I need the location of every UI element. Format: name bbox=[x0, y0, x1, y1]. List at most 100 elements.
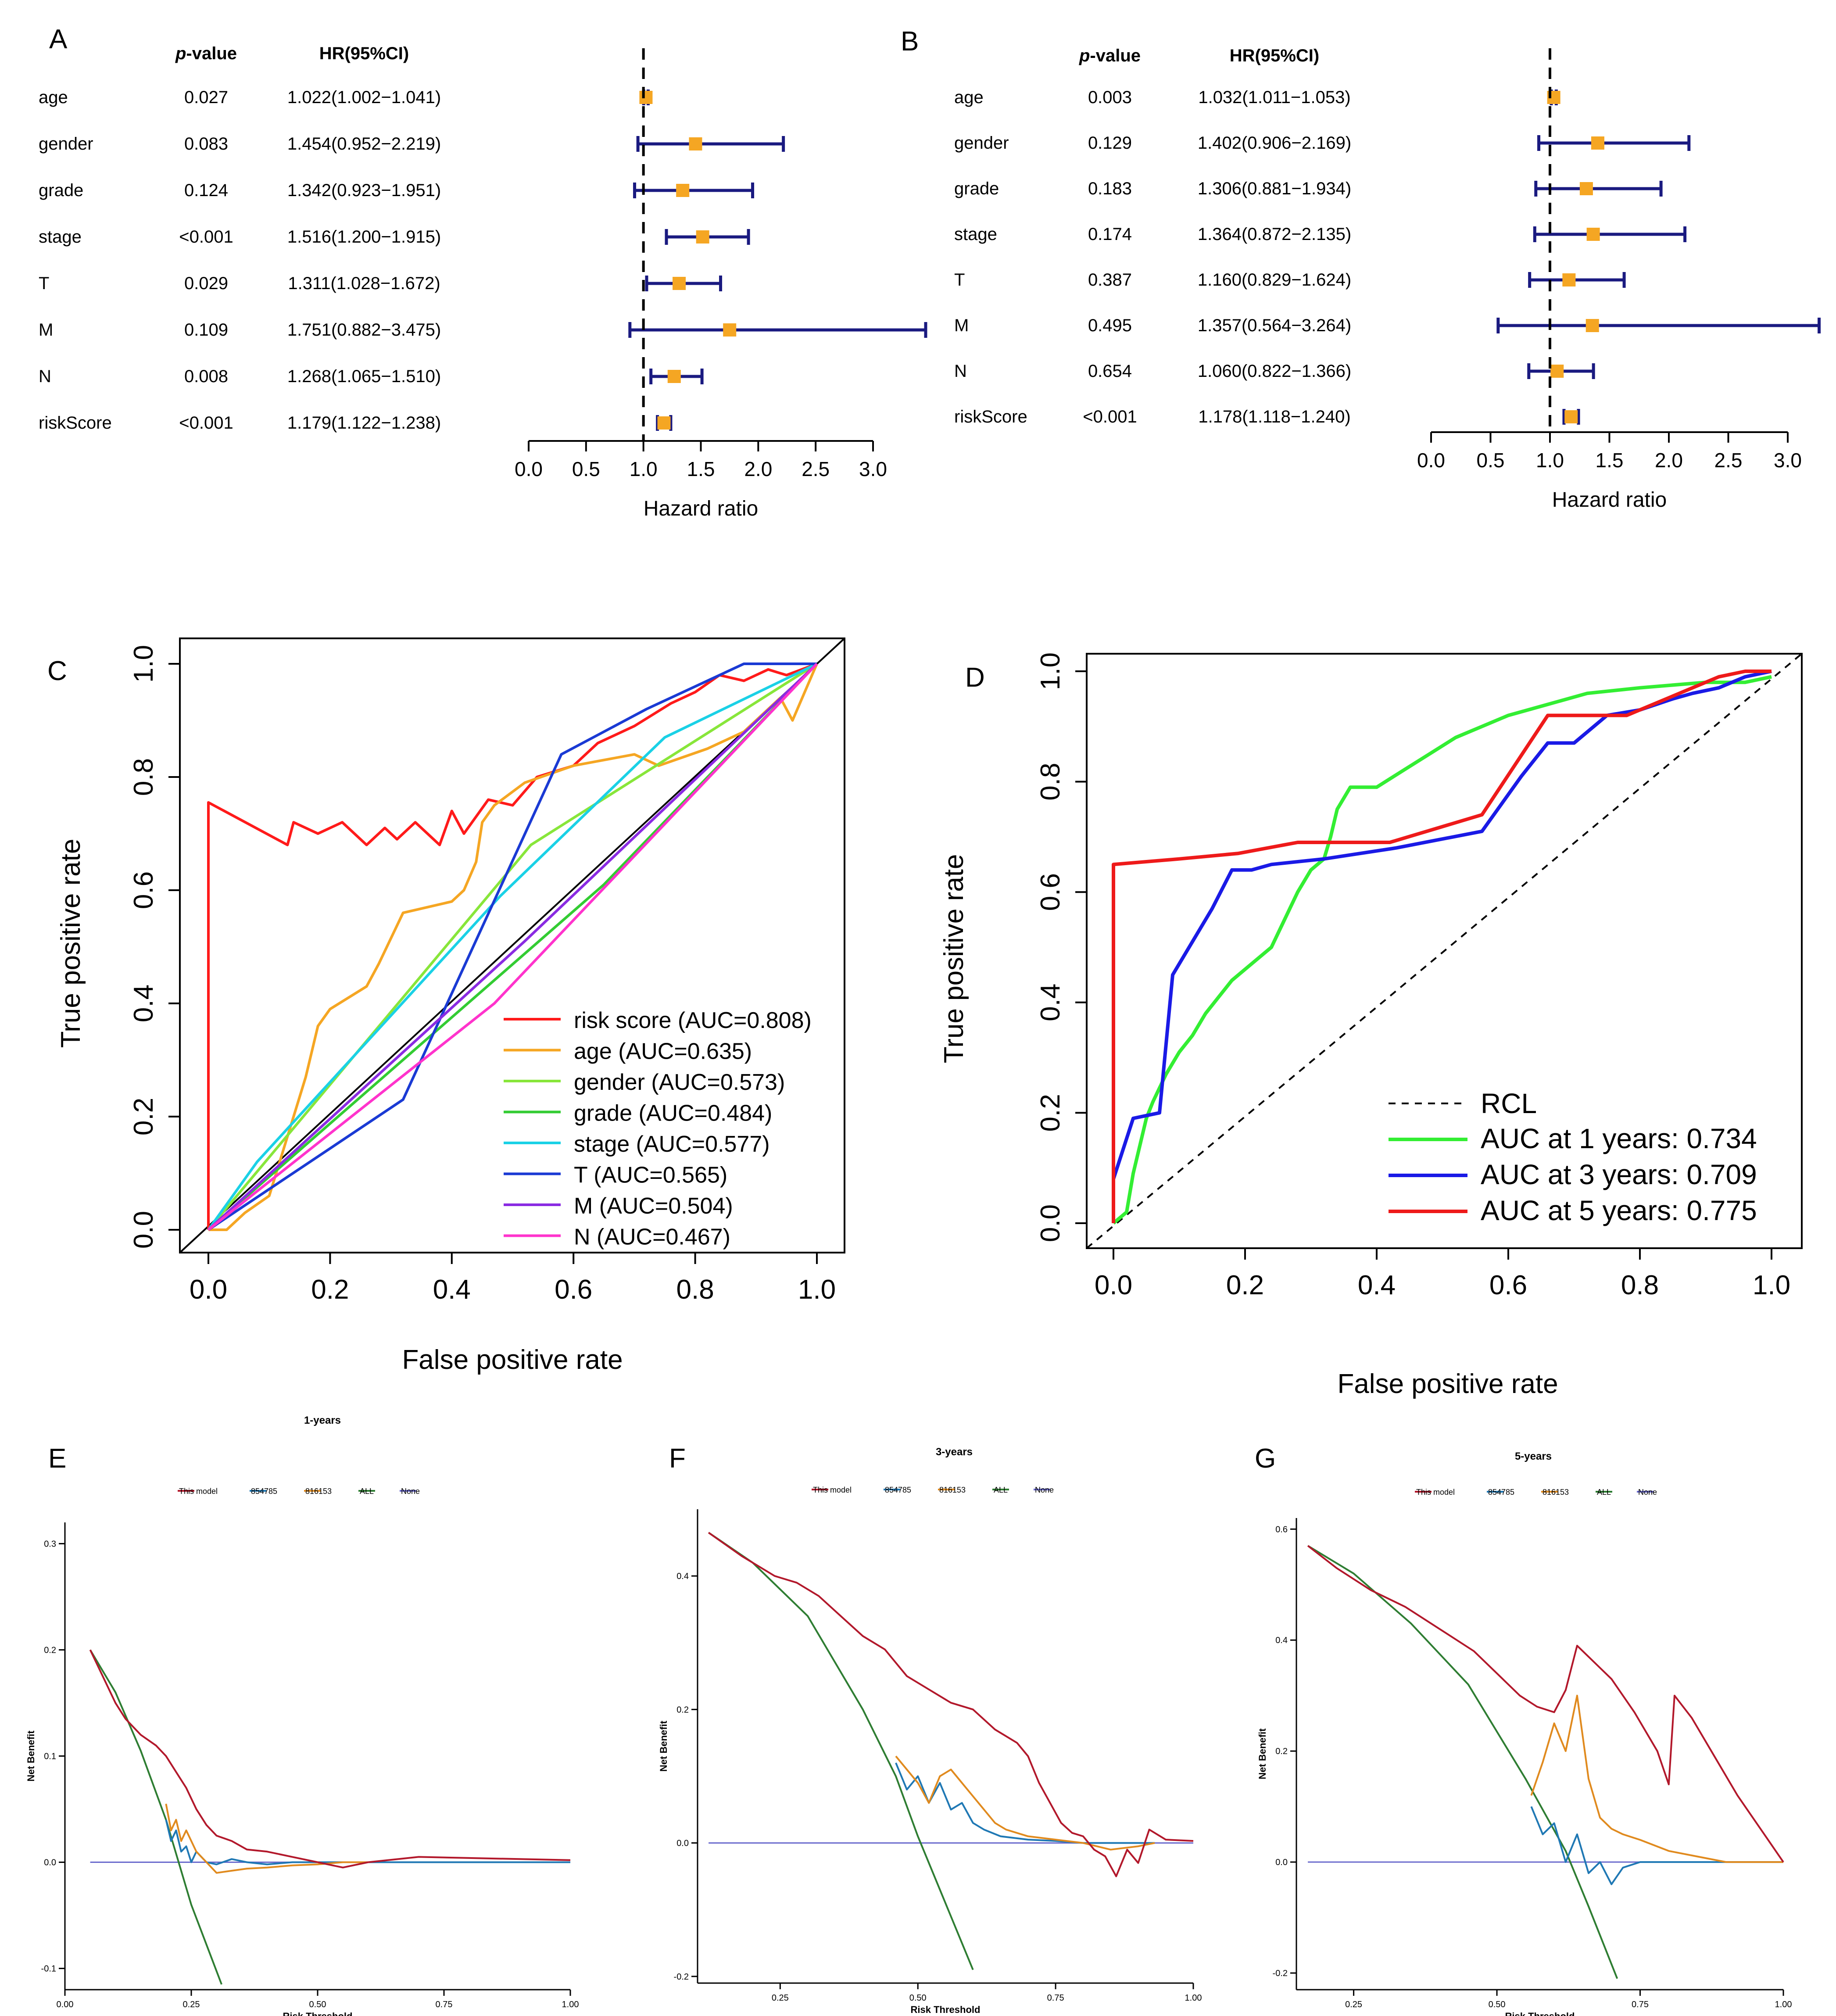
x-tick-label: 1.5 bbox=[687, 458, 715, 480]
hr-point-box bbox=[1586, 228, 1600, 241]
hr-point-box bbox=[673, 277, 686, 290]
legend-label: grade (AUC=0.484) bbox=[574, 1101, 772, 1126]
row-p-value: 0.083 bbox=[184, 134, 228, 154]
row-p-value: 0.183 bbox=[1088, 179, 1132, 198]
row-p-value: <0.001 bbox=[179, 413, 233, 433]
row-label-age: age bbox=[39, 88, 68, 107]
plot-title: 5-years bbox=[1515, 1450, 1552, 1462]
legend-label: stage (AUC=0.577) bbox=[574, 1132, 770, 1157]
curve-this-model bbox=[89, 1649, 571, 1869]
y-tick-label: 0.4 bbox=[1035, 984, 1066, 1021]
x-tick-label: 1.5 bbox=[1596, 449, 1624, 472]
row-p-value: 0.003 bbox=[1088, 88, 1132, 107]
y-axis-label: True positive rate bbox=[939, 854, 969, 1064]
row-p-value: 0.124 bbox=[184, 181, 228, 200]
legend-label: This model bbox=[179, 1487, 218, 1496]
hr-point-box bbox=[676, 184, 690, 197]
row-label-riskScore: riskScore bbox=[39, 413, 112, 433]
curve-all bbox=[708, 1532, 974, 1970]
y-tick-label: 0.6 bbox=[1275, 1525, 1288, 1534]
x-tick-label: 0.75 bbox=[1632, 2000, 1649, 2009]
legend-label: AUC at 1 years: 0.734 bbox=[1481, 1123, 1757, 1154]
panel-label: D bbox=[965, 662, 985, 693]
legend-label: 854785 bbox=[885, 1486, 911, 1494]
y-tick-label: 0.1 bbox=[44, 1752, 56, 1762]
x-tick-label: 2.0 bbox=[744, 458, 772, 480]
plot-title: 1-years bbox=[304, 1414, 341, 1426]
hr-point-box bbox=[1550, 365, 1564, 378]
y-tick-label: 0.2 bbox=[1035, 1094, 1066, 1132]
column-header-hr: HR(95%CI) bbox=[319, 44, 409, 63]
legend-label: N (AUC=0.467) bbox=[574, 1225, 730, 1250]
panel-label: C bbox=[47, 656, 67, 686]
column-header-p-italic: p bbox=[1079, 46, 1090, 65]
curve-this-model bbox=[708, 1532, 1194, 1877]
x-tick-label: 0.25 bbox=[772, 1993, 789, 2003]
row-label-age: age bbox=[954, 88, 984, 107]
row-hr-ci: 1.160(0.829−1.624) bbox=[1198, 270, 1351, 290]
legend-label: ALL bbox=[1597, 1488, 1611, 1497]
row-hr-ci: 1.454(0.952−2.219) bbox=[287, 134, 441, 154]
row-label-riskScore: riskScore bbox=[954, 407, 1027, 426]
x-axis-label: Risk Threshold bbox=[911, 2004, 981, 2015]
curve-816153 bbox=[895, 1755, 1155, 1851]
legend-label: 854785 bbox=[1488, 1488, 1514, 1497]
roc-plot-D: D 0.0 0.2 0.4 0.6 0.8 1.0 0.0 0.2 0.4 0.6 0.8 1.0 Fal… bbox=[939, 652, 1803, 1399]
x-tick-label: 0.0 bbox=[1417, 449, 1445, 472]
row-hr-ci: 1.364(0.872−2.135) bbox=[1198, 225, 1351, 244]
row-hr-ci: 1.311(1.028−1.672) bbox=[288, 274, 440, 293]
row-label-N: N bbox=[954, 362, 967, 381]
legend-label: 816153 bbox=[305, 1487, 332, 1496]
row-label-gender: gender bbox=[39, 134, 93, 154]
x-tick-label: 0.25 bbox=[183, 2000, 200, 2009]
panel-label: A bbox=[49, 24, 68, 54]
x-axis-label: Risk Threshold bbox=[1505, 2011, 1575, 2016]
y-tick-label: 1.0 bbox=[129, 645, 159, 683]
legend-label: This model bbox=[813, 1486, 852, 1494]
legend-label-ref: RCL bbox=[1481, 1088, 1537, 1119]
legend-label: ALL bbox=[994, 1486, 1008, 1494]
y-axis-label: Net Benefit bbox=[1257, 1728, 1268, 1780]
row-hr-ci: 1.342(0.923−1.951) bbox=[287, 181, 441, 200]
decision-curve-F: F 3-years -0.2 0.0 0.2 0.4 0.25 0.50 0.75 1.00 Ris… bbox=[658, 1443, 1202, 2015]
y-tick-label: 0.0 bbox=[1275, 1858, 1288, 1867]
legend-label: M (AUC=0.504) bbox=[574, 1193, 733, 1219]
hr-point-box bbox=[723, 323, 737, 337]
plot-frame bbox=[1086, 653, 1803, 1249]
row-label-gender: gender bbox=[954, 133, 1009, 153]
y-tick-label: -0.2 bbox=[674, 1972, 689, 1982]
row-p-value: 0.129 bbox=[1088, 133, 1132, 153]
row-hr-ci: 1.178(1.118−1.240) bbox=[1198, 407, 1350, 426]
y-tick-label: 0.2 bbox=[1275, 1747, 1288, 1756]
row-p-value: 0.654 bbox=[1088, 362, 1132, 381]
x-tick-label: 0.50 bbox=[909, 1993, 927, 2003]
x-tick-label: 0.4 bbox=[1358, 1270, 1396, 1300]
y-tick-label: 0.4 bbox=[1275, 1636, 1288, 1645]
x-tick-label: 0.8 bbox=[676, 1275, 714, 1305]
row-p-value: 0.174 bbox=[1088, 225, 1132, 244]
column-header-hr: HR(95%CI) bbox=[1230, 46, 1319, 65]
row-label-T: T bbox=[954, 270, 965, 290]
reference-diagonal bbox=[179, 637, 845, 1253]
hr-point-box bbox=[1579, 182, 1593, 195]
curve-854785 bbox=[895, 1762, 1155, 1844]
hr-point-box bbox=[696, 230, 709, 243]
plot-title: 3-years bbox=[936, 1446, 973, 1458]
x-tick-label: 0.4 bbox=[433, 1275, 471, 1305]
y-tick-label: 0.0 bbox=[676, 1839, 689, 1848]
curve-816153 bbox=[1530, 1694, 1783, 1863]
legend-label: This model bbox=[1416, 1488, 1455, 1497]
y-axis-label: Net Benefit bbox=[658, 1720, 669, 1772]
y-tick-label: 0.0 bbox=[1035, 1204, 1066, 1242]
x-tick-label: 1.0 bbox=[1536, 449, 1564, 472]
x-axis-label: False positive rate bbox=[1337, 1369, 1558, 1399]
x-tick-label: 2.0 bbox=[1655, 449, 1683, 472]
row-label-stage: stage bbox=[39, 227, 82, 247]
x-tick-label: 0.0 bbox=[1095, 1270, 1132, 1300]
row-label-grade: grade bbox=[954, 179, 999, 198]
hr-point-box bbox=[667, 370, 681, 383]
y-tick-label: 0.2 bbox=[44, 1645, 56, 1655]
panel-label: G bbox=[1255, 1443, 1276, 1474]
